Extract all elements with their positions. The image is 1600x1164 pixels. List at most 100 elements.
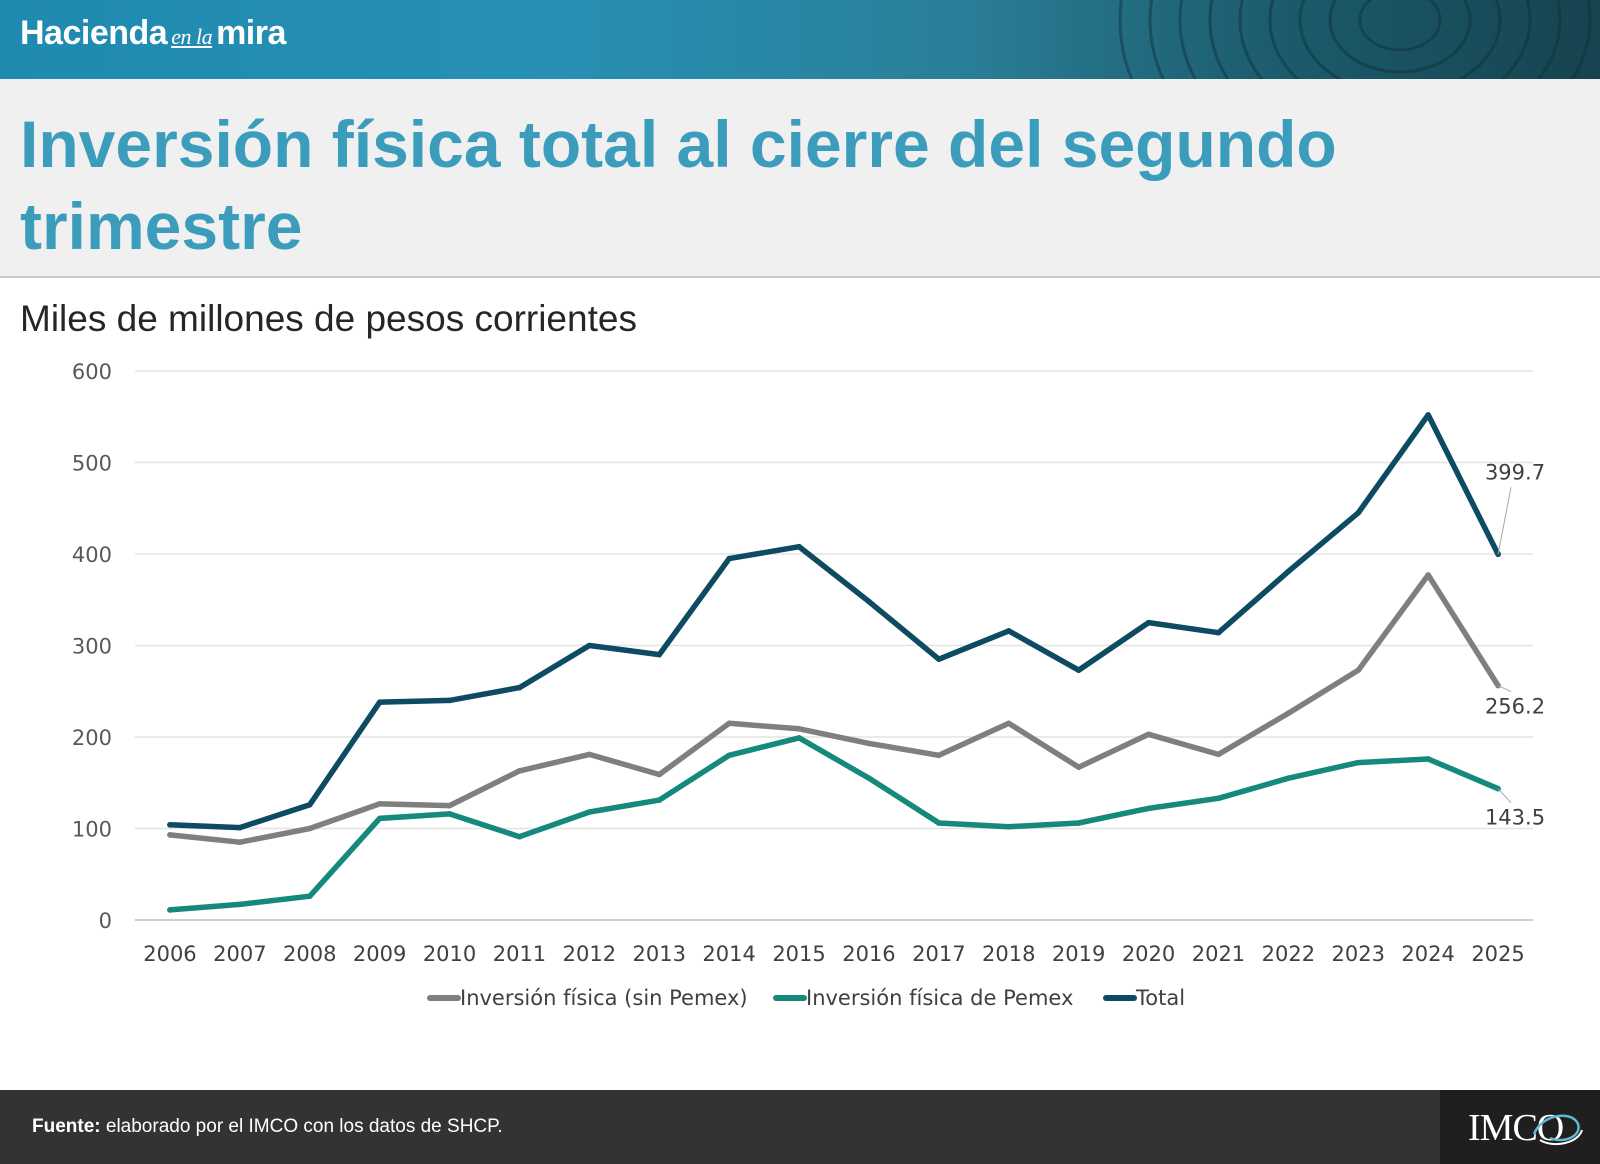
- swirl-icon: [1532, 1114, 1583, 1146]
- series-line-1: [167, 735, 1501, 913]
- data-point: [446, 811, 453, 817]
- footer: Fuente: elaborado por el IMCO con los da…: [0, 1090, 1600, 1164]
- brand-left: Hacienda: [20, 14, 168, 52]
- x-tick-label: 2011: [493, 942, 546, 966]
- data-point: [306, 893, 313, 900]
- chart-legend: Inversión física (sin Pemex) Inversión fí…: [427, 986, 1185, 1010]
- y-tick-label: 0: [99, 909, 112, 933]
- data-point: [586, 809, 593, 815]
- source-note: Fuente: elaborado por el IMCO con los da…: [32, 1116, 503, 1138]
- data-point: [237, 824, 243, 831]
- x-tick-label: 2006: [143, 942, 196, 966]
- data-point: [656, 771, 663, 778]
- fingerprint-texture-icon: [1118, 0, 1592, 79]
- data-point: [726, 555, 732, 562]
- data-point: [516, 684, 523, 691]
- x-tick-label: 2010: [423, 942, 476, 966]
- y-tick-label: 300: [72, 635, 112, 659]
- source-label: Fuente:: [32, 1116, 101, 1137]
- brand-mid: en la: [171, 24, 213, 49]
- y-tick-label: 500: [72, 452, 112, 476]
- data-point: [1425, 756, 1431, 762]
- data-point: [866, 775, 872, 781]
- x-tick-label: 2021: [1192, 942, 1245, 966]
- data-point: [1425, 412, 1431, 418]
- data-point: [1145, 619, 1152, 626]
- y-axis-ticks: 0 100 200 300 400 500 600: [72, 360, 112, 933]
- data-point: [1075, 764, 1082, 770]
- source-text: elaborado por el IMCO con los datos de S…: [100, 1116, 503, 1137]
- data-point: [726, 752, 732, 759]
- x-tick-label: 2022: [1262, 942, 1315, 966]
- legend-label: Inversión física de Pemex: [806, 986, 1073, 1010]
- data-point: [376, 800, 383, 807]
- data-point: [1075, 820, 1082, 826]
- x-tick-label: 2024: [1401, 942, 1454, 966]
- data-point: [516, 768, 523, 774]
- chart-subtitle: Miles de millones de pesos corrientes: [20, 298, 637, 339]
- annotation-leader: [1497, 685, 1512, 693]
- data-point: [167, 822, 173, 828]
- x-tick-label: 2008: [283, 942, 336, 966]
- data-point: [376, 815, 383, 822]
- x-tick-label: 2014: [702, 942, 755, 966]
- x-tick-label: 2019: [1052, 942, 1105, 966]
- data-point: [656, 797, 663, 803]
- series-lines: [167, 412, 1501, 913]
- data-point: [1285, 775, 1292, 781]
- data-point: [237, 839, 243, 846]
- data-point: [1215, 751, 1222, 758]
- annotation-label: 143.5: [1485, 806, 1545, 830]
- data-point: [1075, 667, 1082, 674]
- data-annotations: 399.7 256.2 143.5: [1485, 460, 1545, 829]
- x-axis-ticks: 2006 2007 2008 2009 2010 2011 2012 2013 2014 2015…: [143, 942, 1525, 966]
- data-point: [866, 740, 872, 747]
- brand-right: mira: [216, 14, 286, 52]
- data-point: [1285, 710, 1292, 717]
- legend-label: Inversión física (sin Pemex): [460, 986, 748, 1010]
- data-point: [586, 642, 593, 649]
- page-title: Inversión física total al cierre del seg…: [20, 107, 1337, 263]
- x-tick-label: 2023: [1332, 942, 1385, 966]
- data-point: [1355, 510, 1362, 516]
- data-point: [1145, 805, 1152, 812]
- series-line-0: [167, 572, 1501, 845]
- annotation-leader: [1497, 788, 1512, 804]
- y-tick-label: 100: [72, 818, 112, 842]
- data-point: [726, 720, 732, 727]
- data-point: [167, 832, 173, 838]
- x-tick-label: 2017: [912, 942, 965, 966]
- grid-lines: [135, 370, 1533, 921]
- annotation-label: 399.7: [1485, 460, 1545, 484]
- x-tick-label: 2018: [982, 942, 1035, 966]
- data-point: [446, 697, 453, 704]
- data-point: [936, 656, 942, 663]
- line-chart: 0 100 200 300 400 500 600 2006 2007 2008 2009 2010…: [72, 360, 1545, 1010]
- annotation-label: 256.2: [1485, 695, 1545, 719]
- data-point: [1005, 823, 1012, 830]
- annotation-leader: [1497, 487, 1512, 555]
- data-point: [1355, 759, 1362, 766]
- data-point: [586, 751, 593, 758]
- y-tick-label: 600: [72, 360, 112, 384]
- x-tick-label: 2007: [213, 942, 266, 966]
- data-point: [516, 833, 523, 840]
- data-point: [1355, 667, 1362, 674]
- data-point: [306, 801, 313, 808]
- data-point: [936, 752, 942, 759]
- x-tick-label: 2025: [1471, 942, 1524, 966]
- series-line-2: [167, 412, 1501, 831]
- data-point: [1285, 568, 1292, 575]
- data-point: [1145, 731, 1152, 738]
- x-tick-label: 2009: [353, 942, 406, 966]
- title-band: Inversión física total al cierre del seg…: [0, 79, 1600, 278]
- data-point: [656, 651, 663, 658]
- data-point: [237, 901, 243, 908]
- y-tick-label: 200: [72, 726, 112, 750]
- data-point: [796, 725, 802, 732]
- data-point: [376, 699, 383, 706]
- data-point: [1005, 720, 1012, 727]
- x-tick-label: 2020: [1122, 942, 1175, 966]
- legend-label: Total: [1135, 986, 1185, 1010]
- imco-logo: IMCO: [1440, 1090, 1600, 1164]
